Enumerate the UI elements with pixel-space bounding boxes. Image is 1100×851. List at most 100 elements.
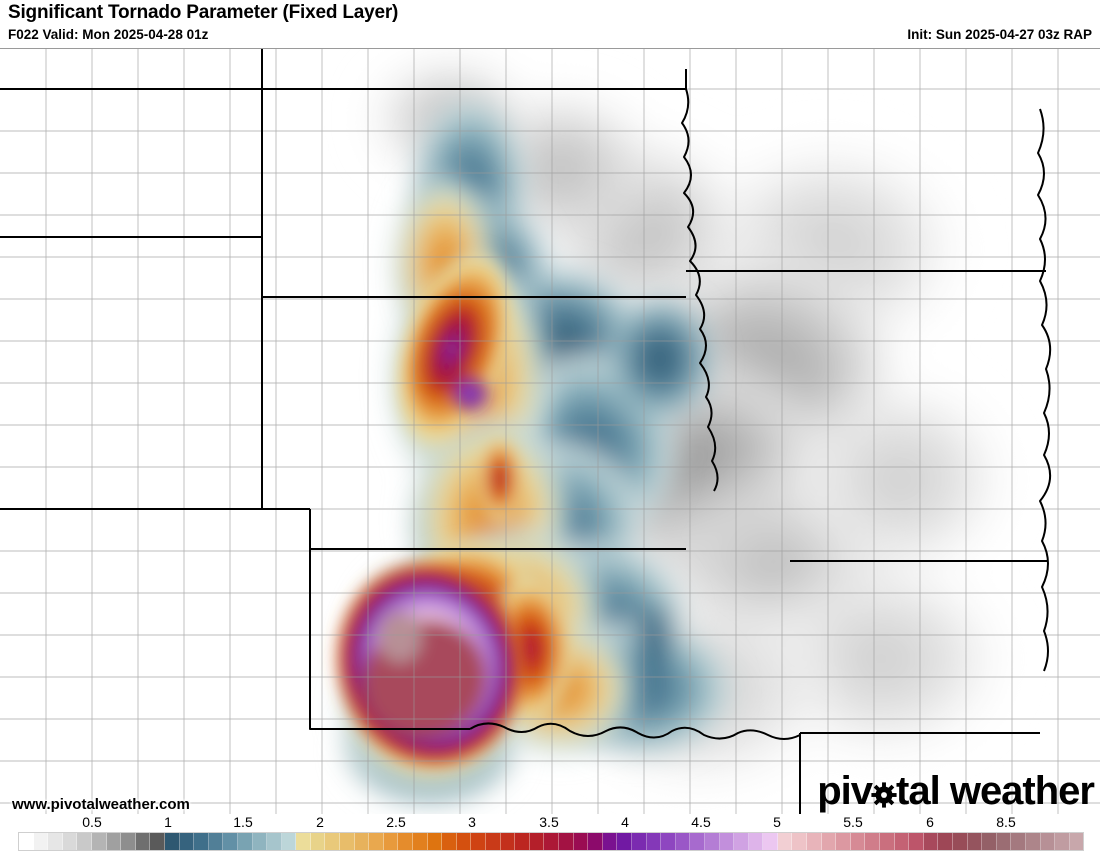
colorbar-tick: 4 — [621, 814, 629, 830]
colorbar-swatch — [792, 833, 808, 850]
colorbar-swatch — [77, 833, 92, 850]
colorbar-swatch — [573, 833, 589, 850]
colorbar-swatch — [982, 833, 997, 850]
colorbar-tick: 1 — [164, 814, 172, 830]
colorbar-swatch — [471, 833, 486, 850]
valid-time-label: F022 Valid: Mon 2025-04-28 01z — [8, 27, 209, 42]
colorbar-swatch — [310, 833, 326, 850]
colorbar-swatch — [486, 833, 501, 850]
colorbar-swatch — [544, 833, 559, 850]
colorbar-tick: 0.5 — [82, 814, 102, 830]
colorbar-tick: 3.5 — [539, 814, 559, 830]
colorbar-swatch — [967, 833, 983, 850]
colorbar-tick: 8.5 — [996, 814, 1016, 830]
colorbar-swatch — [953, 833, 968, 850]
colorbar-swatch — [325, 833, 341, 850]
colorbar-swatch — [91, 833, 107, 850]
colorbar-swatch — [865, 833, 881, 850]
panhandle-extreme-bullseye — [334, 559, 526, 769]
colorbar-swatch — [734, 833, 749, 850]
colorbar-tick: 5.5 — [843, 814, 863, 830]
colorbar-swatch — [588, 833, 603, 850]
logo-text-part2: tal weather — [896, 769, 1095, 813]
colorbar-swatch — [661, 833, 676, 850]
colorbar-swatch — [880, 833, 895, 850]
colorbar-tick: 2 — [316, 814, 324, 830]
colorbar-swatch — [529, 833, 545, 850]
colorbar-swatch — [296, 833, 311, 850]
colorbar-swatch — [106, 833, 122, 850]
colorbar-swatch — [1025, 833, 1041, 850]
political-boundaries-layer — [0, 49, 1100, 814]
colorbar-swatch — [442, 833, 457, 850]
colorbar-swatch — [631, 833, 647, 850]
colorbar-swatch — [923, 833, 939, 850]
colorbar-tick: 4.5 — [691, 814, 711, 830]
parameter-fill-layer — [334, 49, 1020, 809]
colorbar-swatch — [135, 833, 151, 850]
colorbar-swatch — [938, 833, 953, 850]
map-header: Significant Tornado Parameter (Fixed Lay… — [0, 0, 1100, 48]
colorbar[interactable]: 0.5 1 1.5 2 2.5 3 3.5 4 4.5 5 5.5 6 8.5 — [0, 814, 1100, 851]
colorbar-swatch — [427, 833, 443, 850]
colorbar-swatch — [617, 833, 632, 850]
colorbar-swatch — [515, 833, 530, 850]
pivotal-weather-logo: piv — [817, 769, 1095, 813]
page-title: Significant Tornado Parameter (Fixed Lay… — [8, 2, 399, 23]
colorbar-swatch — [354, 833, 370, 850]
colorbar-swatch — [1011, 833, 1026, 850]
colorbar-swatch — [646, 833, 662, 850]
colorbar-swatch — [369, 833, 384, 850]
colorbar-swatch — [62, 833, 78, 850]
colorbar-swatch — [821, 833, 837, 850]
colorbar-swatch — [121, 833, 136, 850]
colorbar-swatch — [602, 833, 618, 850]
colorbar-swatch — [1055, 833, 1070, 850]
colorbar-swatch — [675, 833, 691, 850]
colorbar-swatch — [208, 833, 224, 850]
colorbar-swatch — [1069, 833, 1084, 850]
colorbar-swatch — [807, 833, 822, 850]
colorbar-swatch — [690, 833, 705, 850]
init-time-label: Init: Sun 2025-04-27 03z RAP — [907, 27, 1092, 42]
colorbar-swatch — [164, 833, 180, 850]
colorbar-tick: 3 — [468, 814, 476, 830]
colorbar-swatch — [48, 833, 63, 850]
kansas-purple-core — [408, 280, 496, 418]
state-lines — [0, 49, 1052, 814]
logo-text-part1: piv — [817, 769, 873, 813]
colorbar-swatch — [777, 833, 793, 850]
colorbar-swatch — [252, 833, 268, 850]
colorbar-swatch — [237, 833, 253, 850]
colorbar-swatch — [383, 833, 399, 850]
colorbar-swatch — [996, 833, 1012, 850]
colorbar-tick: 5 — [773, 814, 781, 830]
colorbar-tick: 1.5 — [233, 814, 253, 830]
colorbar-swatch — [281, 833, 297, 850]
county-lines — [0, 49, 1100, 814]
colorbar-tick: 2.5 — [386, 814, 406, 830]
colorbar-swatch — [150, 833, 165, 850]
colorbar-gradient[interactable] — [18, 832, 1084, 851]
colorbar-swatch — [413, 833, 428, 850]
gear-icon — [871, 775, 897, 808]
colorbar-swatch — [894, 833, 910, 850]
colorbar-swatch — [340, 833, 355, 850]
colorbar-swatch — [719, 833, 735, 850]
colorbar-swatch — [33, 833, 49, 850]
map-canvas[interactable]: www.pivotalweather.com piv — [0, 48, 1100, 814]
colorbar-swatch — [194, 833, 209, 850]
colorbar-swatch — [456, 833, 472, 850]
colorbar-swatch — [223, 833, 238, 850]
colorbar-swatch — [850, 833, 866, 850]
colorbar-tick: 6 — [926, 814, 934, 830]
colorbar-swatch — [558, 833, 574, 850]
colorbar-tick-labels: 0.5 1 1.5 2 2.5 3 3.5 4 4.5 5 5.5 6 8.5 — [0, 814, 1100, 832]
colorbar-swatch — [748, 833, 764, 850]
colorbar-swatch — [179, 833, 195, 850]
colorbar-swatch — [704, 833, 720, 850]
colorbar-swatch — [763, 833, 778, 850]
colorbar-swatch — [909, 833, 924, 850]
colorbar-swatch — [500, 833, 516, 850]
colorbar-swatch — [267, 833, 282, 850]
